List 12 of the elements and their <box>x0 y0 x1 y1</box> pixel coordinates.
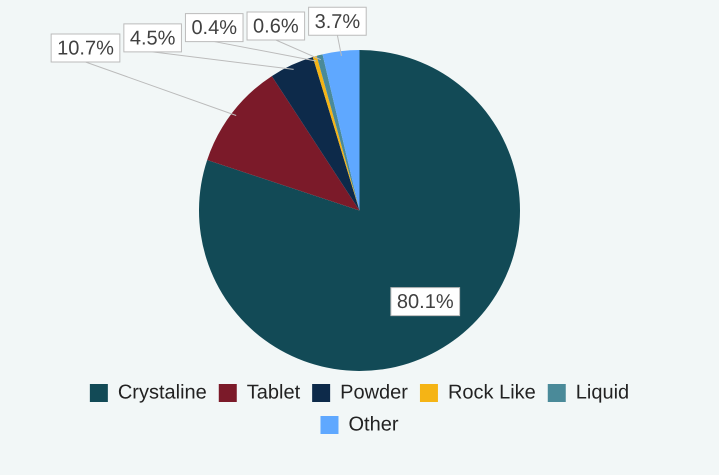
data-label: 80.1% <box>396 291 454 314</box>
legend-label: Crystaline <box>118 382 207 404</box>
legend-label: Powder <box>340 382 408 404</box>
legend-label: Tablet <box>246 382 301 404</box>
data-label: 0.4% <box>191 17 238 40</box>
data-label: 0.6% <box>253 16 299 38</box>
legend-label: Liquid <box>576 382 630 404</box>
data-label: 4.5% <box>130 27 176 50</box>
legend-label: Rock Like <box>448 382 536 404</box>
data-label: 3.7% <box>314 10 360 33</box>
data-label: 10.7% <box>57 38 114 60</box>
legend-label: Other <box>348 414 399 436</box>
